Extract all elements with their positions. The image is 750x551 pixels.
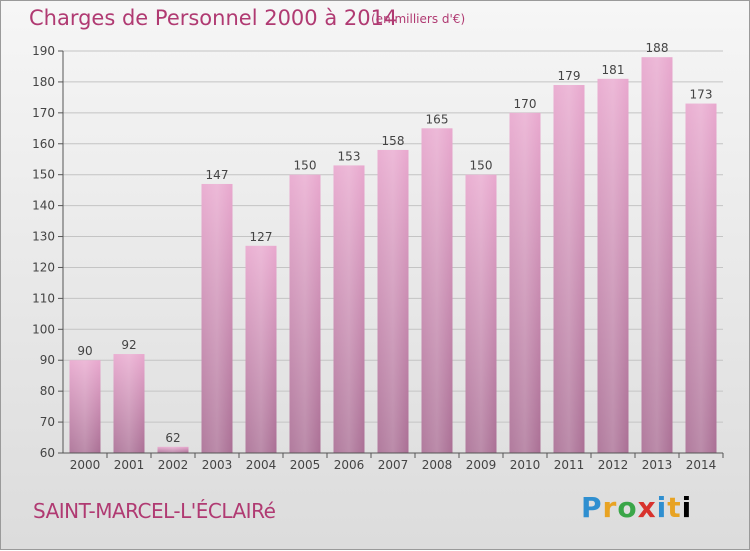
x-tick-label: 2009: [466, 458, 497, 472]
y-tick-label: 120: [32, 260, 55, 274]
chart-subtitle: (en milliers d'€): [371, 12, 466, 26]
x-tick-label: 2006: [334, 458, 365, 472]
y-tick-label: 190: [32, 44, 55, 58]
y-tick-label: 70: [40, 415, 55, 429]
bar-highlight: [333, 165, 365, 453]
x-tick-label: 2005: [290, 458, 321, 472]
y-tick-label: 90: [40, 353, 55, 367]
y-tick-label: 180: [32, 75, 55, 89]
x-tick-label: 2002: [158, 458, 189, 472]
bar-value-label: 173: [690, 88, 713, 102]
proxiti-logo: Proxiti: [581, 491, 693, 524]
bar-value-label: 158: [382, 134, 405, 148]
x-tick-label: 2007: [378, 458, 409, 472]
bar-value-label: 62: [165, 431, 180, 445]
y-tick-label: 160: [32, 137, 55, 151]
x-tick-label: 2000: [70, 458, 101, 472]
bar-value-label: 92: [121, 338, 136, 352]
bar-highlight: [69, 360, 101, 453]
bar-value-label: 150: [470, 159, 493, 173]
bar-highlight: [289, 174, 321, 453]
x-tick-label: 2012: [598, 458, 629, 472]
bar-highlight: [553, 85, 585, 453]
bar-highlight: [157, 446, 189, 453]
bar-highlight: [113, 354, 145, 453]
bar-value-label: 179: [558, 69, 581, 83]
x-tick-label: 2004: [246, 458, 277, 472]
bar-highlight: [245, 245, 277, 453]
bar-highlight: [377, 149, 409, 453]
bar-value-label: 188: [646, 41, 669, 55]
chart-title: Charges de Personnel 2000 à 2014: [29, 6, 398, 30]
bar-value-label: 147: [206, 168, 229, 182]
bar-value-label: 90: [77, 344, 92, 358]
bar-highlight: [597, 78, 629, 453]
y-tick-label: 130: [32, 230, 55, 244]
bar-value-label: 165: [426, 112, 449, 126]
bar-value-label: 150: [294, 159, 317, 173]
x-tick-label: 2010: [510, 458, 541, 472]
x-tick-label: 2003: [202, 458, 233, 472]
bar-value-label: 153: [338, 149, 361, 163]
bar-value-label: 127: [250, 230, 273, 244]
x-tick-label: 2011: [554, 458, 585, 472]
y-tick-label: 140: [32, 199, 55, 213]
bar-highlight: [685, 103, 717, 454]
bar-highlight: [509, 112, 541, 453]
bar-highlight: [641, 57, 673, 453]
y-tick-label: 170: [32, 106, 55, 120]
commune-name: SAINT-MARCEL-L'ÉCLAIRé: [33, 499, 276, 523]
y-tick-label: 100: [32, 322, 55, 336]
bar-highlight: [201, 183, 233, 453]
bar-value-label: 181: [602, 63, 625, 77]
y-tick-label: 60: [40, 446, 55, 460]
bar-value-label: 170: [514, 97, 537, 111]
x-tick-label: 2013: [642, 458, 673, 472]
x-tick-label: 2014: [686, 458, 717, 472]
y-tick-label: 80: [40, 384, 55, 398]
y-tick-label: 110: [32, 291, 55, 305]
x-tick-label: 2001: [114, 458, 145, 472]
x-tick-label: 2008: [422, 458, 453, 472]
bar-highlight: [465, 174, 497, 453]
bar-highlight: [421, 128, 453, 454]
y-tick-label: 150: [32, 168, 55, 182]
